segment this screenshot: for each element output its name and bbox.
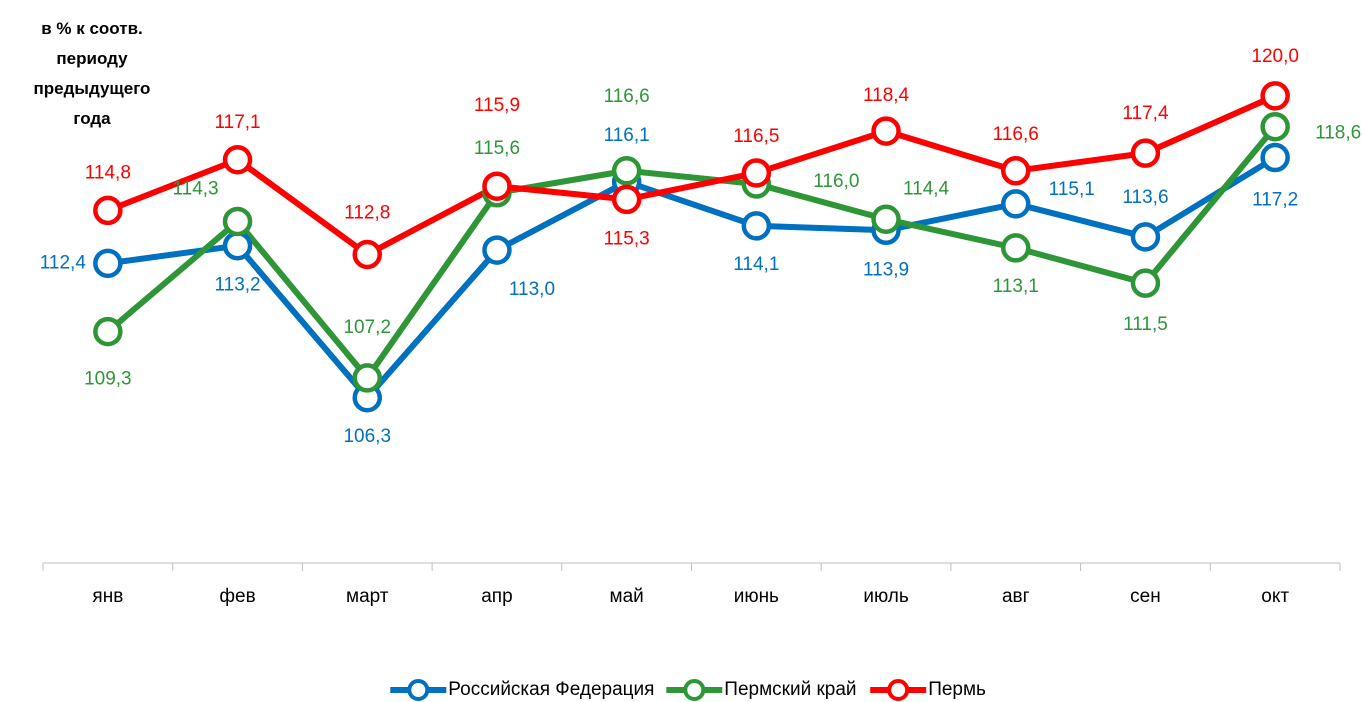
data-point <box>871 116 901 146</box>
data-label: 115,9 <box>474 95 520 116</box>
data-point <box>352 363 382 393</box>
data-label: 112,8 <box>344 203 390 224</box>
data-point <box>1260 111 1290 142</box>
data-label: 113,6 <box>1122 187 1168 208</box>
data-label: 116,5 <box>733 126 779 147</box>
data-label: 113,2 <box>214 275 260 296</box>
data-point <box>1001 156 1031 186</box>
data-point <box>741 211 772 241</box>
data-point <box>1130 138 1161 168</box>
data-point <box>1001 233 1031 263</box>
x-tick-label: июнь <box>734 586 779 607</box>
x-tick-label: фев <box>219 586 255 607</box>
legend-label: Пермский край <box>724 679 856 700</box>
x-tick-label: май <box>610 586 644 607</box>
data-point <box>1130 222 1161 252</box>
data-label: 113,1 <box>993 276 1039 297</box>
data-label: 114,4 <box>903 178 950 199</box>
data-label: 113,9 <box>863 259 909 280</box>
data-point <box>741 158 772 188</box>
data-label: 117,2 <box>1252 190 1298 211</box>
data-label: 114,3 <box>172 178 218 199</box>
data-label: 116,6 <box>604 86 650 107</box>
x-tick-label: сен <box>1130 586 1161 607</box>
data-point <box>222 230 253 261</box>
data-label: 114,8 <box>85 162 131 183</box>
data-point <box>1001 189 1031 219</box>
data-point <box>611 184 642 215</box>
legend-label: Российская Федерация <box>448 679 654 700</box>
data-label: 120,0 <box>1251 46 1299 67</box>
data-point <box>871 204 901 234</box>
data-label: 106,3 <box>343 426 391 447</box>
x-tick-label: авг <box>1002 586 1030 607</box>
y-axis-title: в % к соотв. периоду предыдущего года <box>33 19 151 128</box>
data-point <box>93 195 123 226</box>
legend-marker <box>887 679 910 701</box>
x-tick-label: янв <box>92 586 123 607</box>
legend-marker <box>407 679 430 701</box>
data-point <box>1260 81 1290 111</box>
data-label: 114,1 <box>733 254 779 275</box>
data-label: 118,6 <box>1315 123 1361 144</box>
data-point <box>222 206 253 237</box>
data-point <box>1130 268 1161 298</box>
data-label: 115,3 <box>604 228 650 249</box>
data-point <box>611 156 642 186</box>
series-line <box>105 124 1278 381</box>
x-tick-label: апр <box>481 586 512 607</box>
data-label: 117,4 <box>1122 103 1169 124</box>
data-point <box>482 235 512 265</box>
legend-marker <box>683 679 706 701</box>
data-label: 109,3 <box>84 369 132 390</box>
series-line <box>106 93 1277 258</box>
data-label: 115,6 <box>474 138 520 159</box>
series-line <box>107 154 1277 401</box>
data-label: 115,1 <box>1049 179 1095 200</box>
data-point <box>222 145 253 175</box>
data-point <box>482 171 512 201</box>
data-label: 117,1 <box>214 112 260 133</box>
data-label: 116,0 <box>813 171 859 192</box>
x-tick-label: июль <box>863 586 909 607</box>
data-label: 111,5 <box>1123 314 1168 335</box>
legend-label: Пермь <box>928 679 986 700</box>
x-tick-label: окт <box>1261 586 1289 607</box>
data-point <box>352 239 382 270</box>
data-label: 118,4 <box>863 85 910 106</box>
data-point <box>93 248 123 279</box>
data-point <box>1260 142 1290 173</box>
data-label: 116,1 <box>604 125 650 146</box>
data-label: 116,6 <box>993 124 1039 145</box>
x-tick-label: март <box>346 586 389 607</box>
data-label: 113,0 <box>509 279 555 300</box>
data-label: 107,2 <box>343 317 391 338</box>
data-label: 112,4 <box>40 252 87 273</box>
data-point <box>93 316 123 347</box>
